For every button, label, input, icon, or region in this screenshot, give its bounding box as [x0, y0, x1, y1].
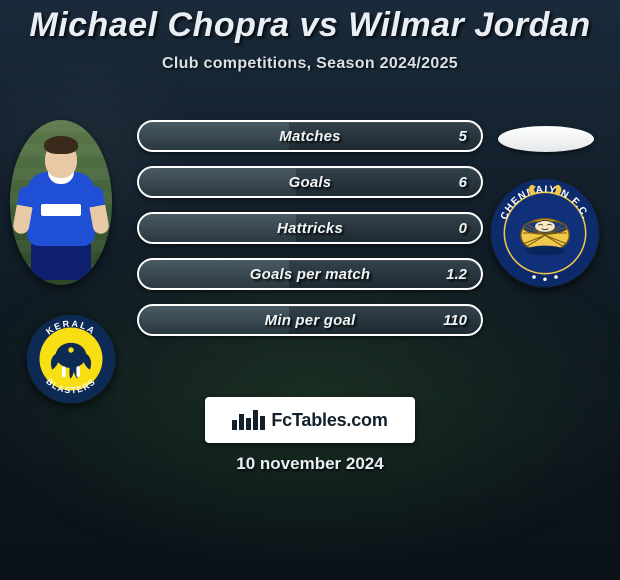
bar-chart-icon: [232, 410, 265, 430]
stat-value: 110: [443, 306, 467, 334]
page-title: Michael Chopra vs Wilmar Jordan: [0, 0, 620, 45]
date-label: 10 november 2024: [0, 454, 620, 474]
club-badge-right: CHENNAIYIN F.C.: [490, 178, 600, 288]
stat-label: Goals per match: [139, 260, 481, 288]
stat-label: Matches: [139, 122, 481, 150]
stat-label: Min per goal: [139, 306, 481, 334]
site-logo: FcTables.com: [205, 397, 415, 443]
stat-row: Matches 5: [137, 120, 483, 152]
player-photo-left: [10, 120, 112, 285]
stat-value: 5: [459, 122, 467, 150]
stat-row: Goals per match 1.2: [137, 258, 483, 290]
stat-label: Goals: [139, 168, 481, 196]
stat-row: Goals 6: [137, 166, 483, 198]
stat-value: 6: [459, 168, 467, 196]
stat-row: Min per goal 110: [137, 304, 483, 336]
stats-panel: Matches 5 Goals 6 Hattricks 0 Goals per …: [137, 120, 483, 350]
stat-value: 1.2: [446, 260, 467, 288]
stat-label: Hattricks: [139, 214, 481, 242]
stat-row: Hattricks 0: [137, 212, 483, 244]
site-logo-text: FcTables.com: [271, 410, 387, 431]
club-badge-left: KERALA BLASTERS: [26, 314, 116, 404]
stat-value: 0: [459, 214, 467, 242]
player-photo-right-placeholder: [498, 126, 594, 152]
subtitle: Club competitions, Season 2024/2025: [0, 55, 620, 73]
